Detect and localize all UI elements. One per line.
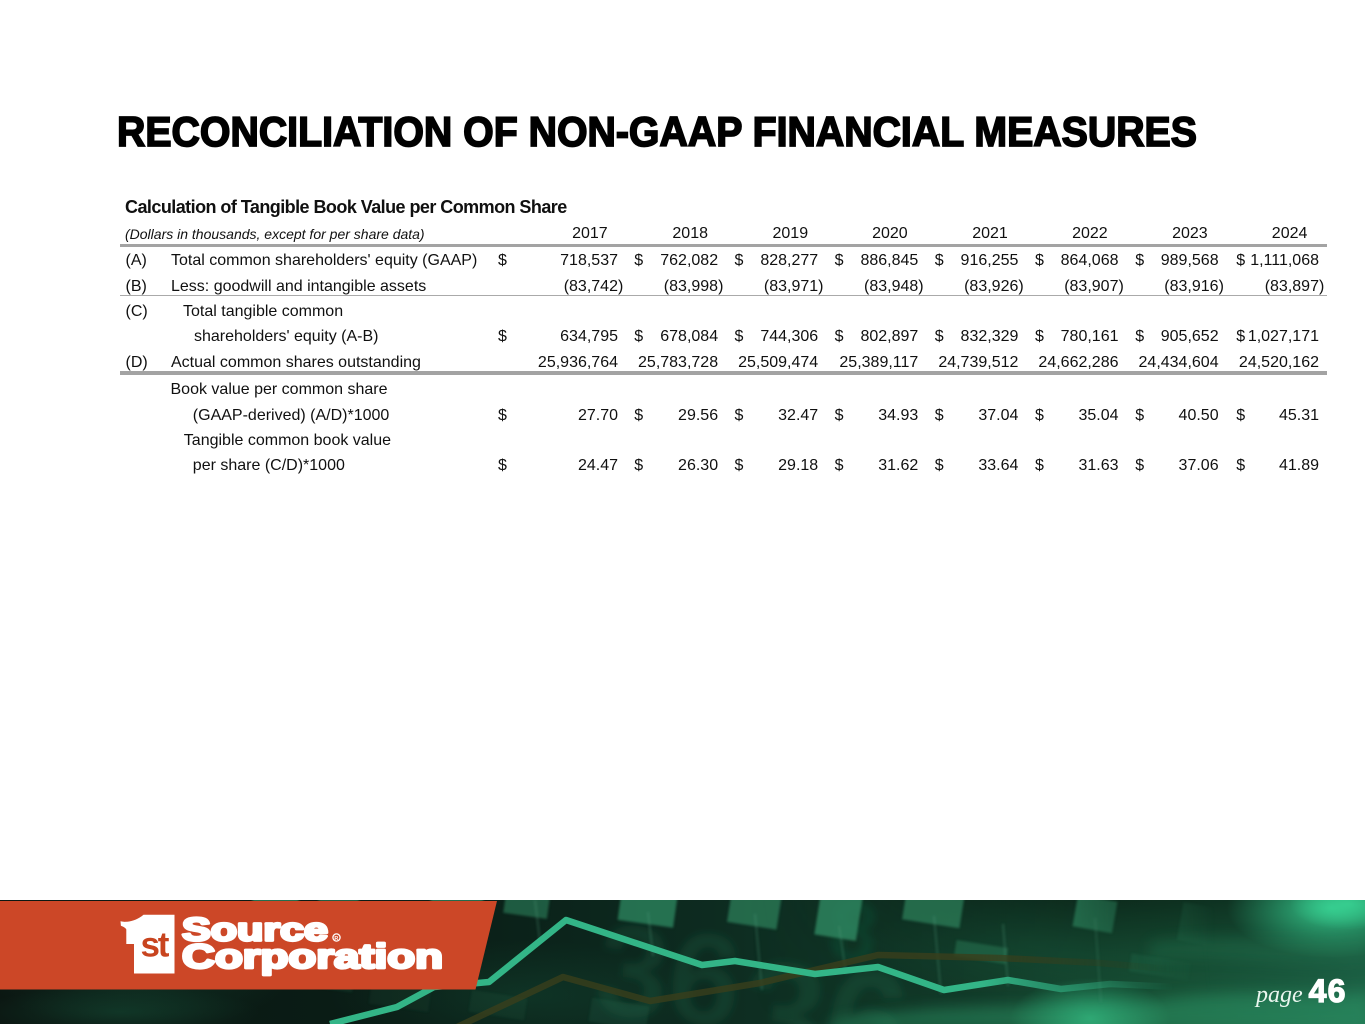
svg-text:R: R (334, 936, 338, 942)
svg-text:Source: Source (182, 911, 328, 947)
svg-text:st: st (141, 926, 170, 965)
svg-text:Corporation: Corporation (182, 938, 443, 976)
